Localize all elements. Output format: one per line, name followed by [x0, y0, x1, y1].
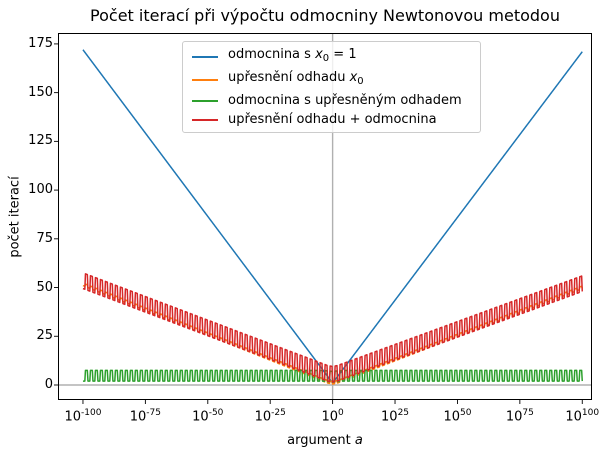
- chart-title: Počet iterací při výpočtu odmocniny Newt…: [90, 6, 560, 25]
- x-axis-label: argument a: [58, 433, 592, 448]
- y-tick-label: 100: [28, 182, 53, 198]
- legend-item-label: upřesnění odhadu x0: [228, 69, 364, 87]
- legend-item: upřesnění odhadu + odmocnina: [192, 112, 471, 128]
- legend-line-sample: [192, 118, 218, 121]
- legend-item-label: odmocnina s upřesněným odhadem: [228, 92, 462, 108]
- x-axis-label-variable: a: [354, 433, 363, 448]
- x-tick-label: 1025: [381, 408, 410, 425]
- x-tick-label: 10-75: [129, 408, 161, 425]
- y-tick-label: 25: [36, 328, 53, 344]
- axes-frame: [58, 33, 592, 400]
- y-tick-label: 75: [36, 230, 53, 246]
- y-tick-label: 175: [28, 35, 53, 51]
- x-tick-label: 100: [321, 408, 344, 425]
- y-tick-label: 150: [28, 84, 53, 100]
- y-tick-label: 50: [36, 279, 53, 295]
- y-tick-label: 125: [28, 133, 53, 149]
- x-tick-label: 1050: [443, 408, 472, 425]
- legend-item: upřesnění odhadu x0: [192, 70, 471, 90]
- legend-item-label: odmocnina s x0 = 1: [228, 46, 357, 64]
- x-tick-label: 10-50: [192, 408, 224, 425]
- x-tick-label: 10-25: [254, 408, 286, 425]
- legend-item-label: upřesnění odhadu + odmocnina: [228, 111, 437, 127]
- x-tick-label: 10-100: [64, 408, 102, 425]
- legend-item: odmocnina s upřesněným odhadem: [192, 93, 471, 109]
- legend: odmocnina s x0 = 1 upřesnění odhadu x0 odm…: [182, 41, 481, 133]
- legend-line-sample: [192, 78, 218, 81]
- legend-line-sample: [192, 99, 218, 102]
- legend-line-sample: [192, 55, 218, 58]
- x-axis-label-text: argument: [287, 433, 355, 448]
- y-tick-label: 0: [44, 376, 53, 392]
- legend-item: odmocnina s x0 = 1: [192, 47, 471, 67]
- x-tick-label: 1075: [505, 408, 534, 425]
- series-line-3: [82, 273, 584, 383]
- x-tick-label: 10100: [565, 408, 600, 425]
